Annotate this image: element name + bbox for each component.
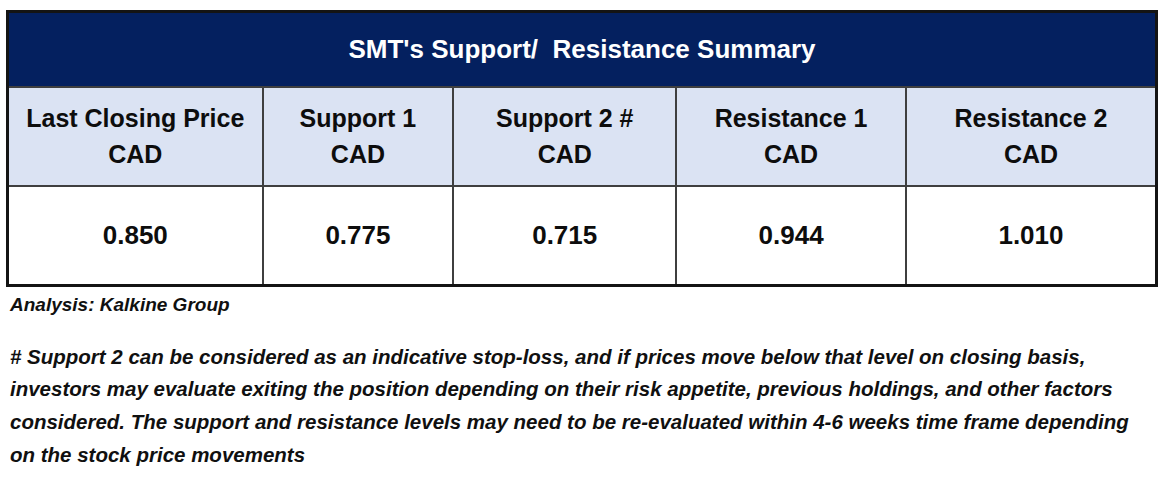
- value-last-closing-price: 0.850: [8, 186, 263, 286]
- value-row: 0.850 0.775 0.715 0.944 1.010: [8, 186, 1157, 286]
- value-support-1: 0.775: [263, 186, 454, 286]
- table-title: SMT's Support/ Resistance Summary: [8, 12, 1157, 88]
- support-resistance-table: SMT's Support/ Resistance Summary Last C…: [6, 10, 1158, 287]
- value-resistance-1: 0.944: [676, 186, 906, 286]
- column-header-last-closing-price: Last Closing Price CAD: [8, 87, 263, 186]
- analysis-source-note: Analysis: Kalkine Group: [10, 294, 1157, 316]
- table-title-text: SMT's Support/ Resistance Summary: [348, 34, 815, 64]
- column-label: Resistance 2: [911, 100, 1151, 136]
- column-unit: CAD: [681, 136, 901, 172]
- header-row: Last Closing Price CAD Support 1 CAD Sup…: [8, 87, 1157, 186]
- value-support-2: 0.715: [453, 186, 676, 286]
- column-header-resistance-2: Resistance 2 CAD: [906, 87, 1157, 186]
- page: SMT's Support/ Resistance Summary Last C…: [0, 0, 1163, 472]
- column-label: Last Closing Price: [13, 100, 258, 136]
- column-unit: CAD: [13, 136, 258, 172]
- support-2-footnote: # Support 2 can be considered as an indi…: [10, 341, 1155, 472]
- column-header-support-1: Support 1 CAD: [263, 87, 454, 186]
- column-header-resistance-1: Resistance 1 CAD: [676, 87, 906, 186]
- column-label: Support 1: [268, 100, 449, 136]
- column-label: Resistance 1: [681, 100, 901, 136]
- column-unit: CAD: [911, 136, 1151, 172]
- column-unit: CAD: [458, 136, 671, 172]
- value-resistance-2: 1.010: [906, 186, 1157, 286]
- column-label: Support 2 #: [458, 100, 671, 136]
- title-row: SMT's Support/ Resistance Summary: [8, 12, 1157, 88]
- column-unit: CAD: [268, 136, 449, 172]
- column-header-support-2: Support 2 # CAD: [453, 87, 676, 186]
